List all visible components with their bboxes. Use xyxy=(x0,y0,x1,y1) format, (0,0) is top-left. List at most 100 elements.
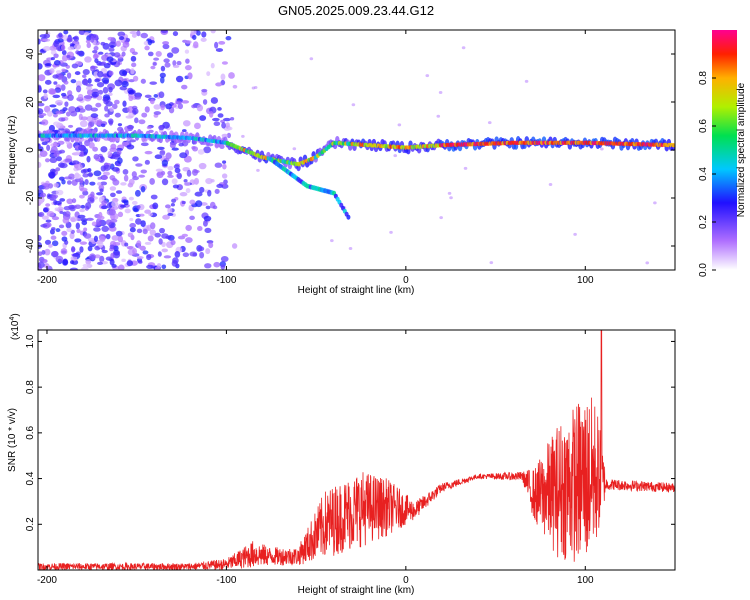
spectrogram-cell xyxy=(38,38,41,45)
spectrogram-cell xyxy=(75,163,83,171)
spectrogram-cell xyxy=(129,227,136,233)
spectrogram-cell xyxy=(39,192,47,198)
spectrogram-cell xyxy=(223,117,231,122)
spectrogram-cell xyxy=(140,185,146,193)
spectrogram-cell xyxy=(87,237,96,242)
spectrogram-cell xyxy=(49,89,57,95)
spectrogram-cell xyxy=(38,211,45,218)
spectrogram-cell xyxy=(44,239,52,245)
spectrogram-cell xyxy=(173,164,180,169)
spectrogram-cell xyxy=(204,263,212,269)
spectrogram-cell xyxy=(46,144,51,151)
spectrogram-cell xyxy=(351,103,356,107)
spectrogram-cell xyxy=(425,74,430,78)
spectrogram-cell xyxy=(115,230,123,237)
spectrogram-cell xyxy=(90,113,99,118)
spectrogram-cell xyxy=(137,245,146,250)
spectrogram-cell xyxy=(102,97,108,102)
spectrogram-cell xyxy=(150,222,156,230)
spectrogram-cell xyxy=(41,141,48,146)
spectrogram-cell xyxy=(137,260,143,264)
spectrogram-cell xyxy=(134,95,142,100)
spectrogram-cell xyxy=(524,79,529,83)
spectrogram-cell xyxy=(55,167,61,172)
spectrogram-cell xyxy=(71,198,77,204)
spectrogram-cell xyxy=(126,144,135,150)
spectrogram-cell xyxy=(463,166,468,170)
spectrogram-cell xyxy=(89,181,96,186)
spectrogram-cell xyxy=(44,79,52,85)
spectrogram-cell xyxy=(154,154,163,160)
spectrogram-cell xyxy=(69,260,75,265)
spectrogram-cell xyxy=(218,40,226,45)
spectrogram-cell xyxy=(58,32,63,38)
spectrogram-cell xyxy=(165,152,172,160)
spectrogram-cell xyxy=(136,30,141,37)
spectrogram-cell xyxy=(178,142,184,147)
spectrogram-cell xyxy=(118,264,125,270)
spectrogram-cell xyxy=(192,179,199,185)
spectrogram-cell xyxy=(230,117,235,121)
spectrogram-cell xyxy=(161,248,169,253)
spectrogram-cell xyxy=(74,107,81,113)
spectrogram-cell xyxy=(105,233,111,240)
spectrogram-cell xyxy=(84,56,92,63)
spectrogram-cell xyxy=(84,94,92,102)
spectrogram-cell xyxy=(53,152,60,157)
spectrogram-cell xyxy=(225,35,232,41)
spectrogram-cell xyxy=(45,219,52,223)
spectrogram-cell xyxy=(96,215,105,220)
spectrogram-cell xyxy=(61,54,68,62)
spectrogram-cell xyxy=(153,57,160,61)
spectrogram-cell xyxy=(52,94,61,99)
spectrogram-cell xyxy=(196,104,204,112)
spectrogram-cell xyxy=(51,227,56,231)
spectrogram-cell xyxy=(60,84,66,91)
spectrogram-cell xyxy=(653,201,657,205)
spectrogram-cell xyxy=(84,179,89,186)
spectrogram-cell xyxy=(75,85,82,93)
spectrogram-cell xyxy=(92,49,98,54)
spectrogram-cell xyxy=(87,245,93,252)
spectrogram-cell xyxy=(107,118,114,125)
spectrogram-cell xyxy=(122,41,130,48)
spectrogram-cell xyxy=(92,146,98,152)
spectrogram-cell xyxy=(140,220,146,227)
spectrogram-cell xyxy=(117,211,124,218)
spectrogram-cell xyxy=(177,103,184,110)
spectrogram-cell xyxy=(112,251,121,259)
spectrogram-cell xyxy=(66,227,72,233)
spectrogram-cell xyxy=(124,242,129,247)
spectrogram-cell xyxy=(185,224,192,232)
spectrogram-cell xyxy=(231,243,238,249)
spectrogram-cell xyxy=(138,119,146,125)
spectrogram-cell xyxy=(119,204,126,208)
spectrogram-cell xyxy=(64,176,73,180)
spectrogram-cell xyxy=(63,30,69,35)
spectrogram-cell xyxy=(150,194,158,200)
spectrogram-cell xyxy=(111,166,120,172)
spectrogram-cell xyxy=(44,248,51,256)
spectrogram-cell xyxy=(159,227,165,234)
spectrogram-cell xyxy=(166,52,174,58)
spectrogram-cell xyxy=(292,147,297,151)
spectrogram-cell xyxy=(158,91,165,99)
spectrogram-cell xyxy=(98,241,104,248)
spectrogram-cell xyxy=(126,125,135,130)
spectrogram-cell xyxy=(210,62,215,69)
spectrogram-cell xyxy=(66,36,73,43)
spectrogram-cell xyxy=(79,194,85,199)
spectrogram-cell xyxy=(115,40,122,47)
spectrogram-cell xyxy=(189,215,195,220)
spectrogram-cell xyxy=(167,170,173,176)
spectrogram-cell xyxy=(147,51,154,57)
snr-scale-label: (x104) xyxy=(9,313,21,340)
spectrogram-cell xyxy=(140,78,146,84)
spectrogram-cell xyxy=(101,61,106,65)
spectrogram-cell xyxy=(51,216,60,221)
spectrogram-cell xyxy=(96,182,102,186)
spectrogram-cell xyxy=(93,227,101,232)
spectrogram-cell xyxy=(61,49,67,56)
spectrogram-cell xyxy=(79,187,88,192)
spectrogram-cell xyxy=(53,53,59,59)
